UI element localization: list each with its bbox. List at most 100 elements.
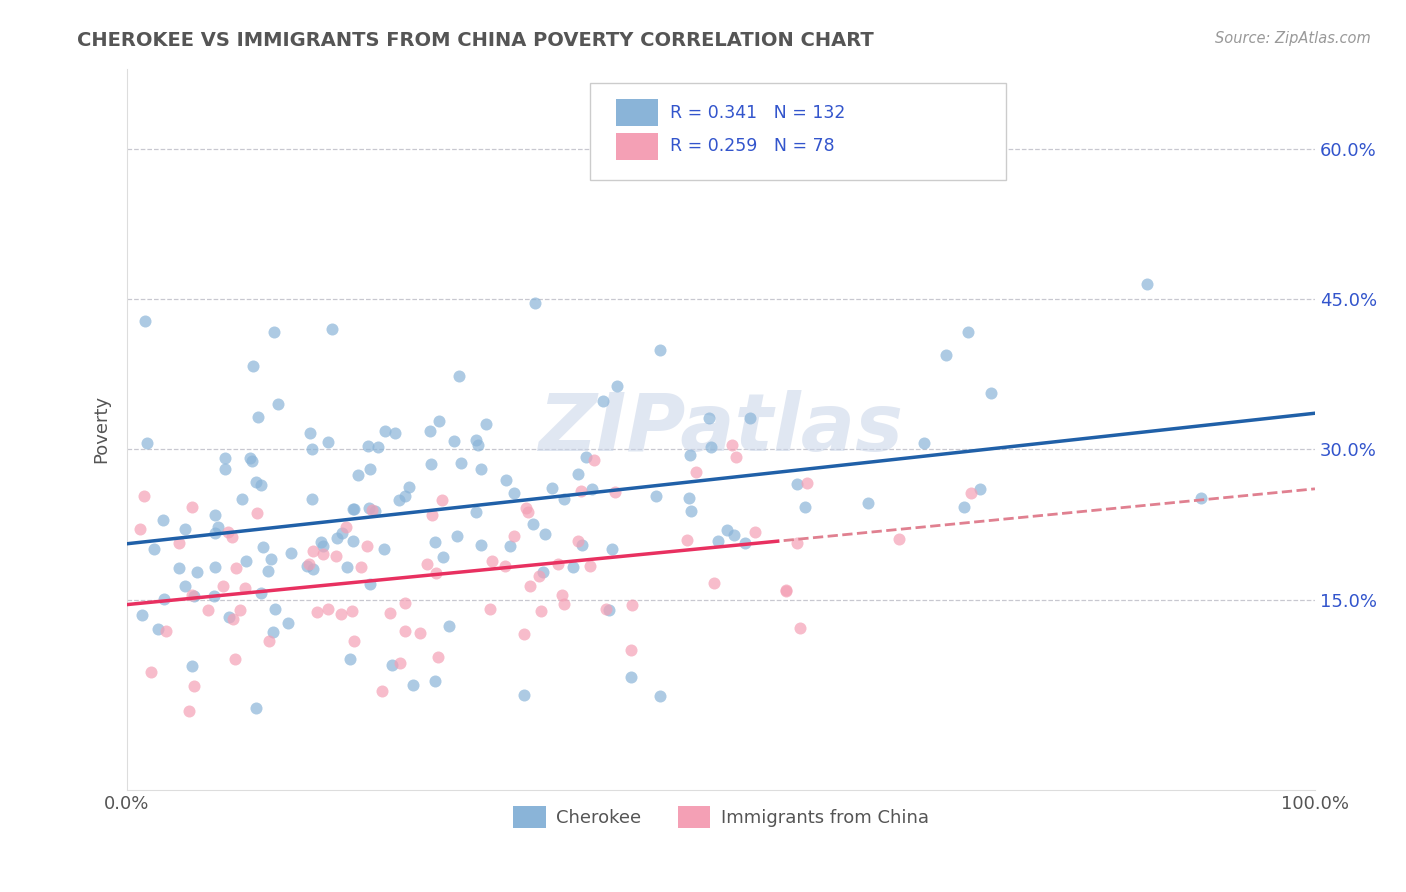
Point bbox=[620, 670, 643, 684]
Point bbox=[422, 508, 444, 523]
Point bbox=[551, 589, 574, 603]
Point bbox=[734, 536, 756, 550]
Text: CHEROKEE VS IMMIGRANTS FROM CHINA POVERTY CORRELATION CHART: CHEROKEE VS IMMIGRANTS FROM CHINA POVERT… bbox=[77, 31, 875, 50]
Point bbox=[567, 467, 589, 481]
Point bbox=[141, 665, 163, 680]
Point bbox=[425, 566, 447, 580]
Point bbox=[252, 541, 274, 555]
Point bbox=[129, 523, 152, 537]
Point bbox=[359, 461, 381, 475]
Point bbox=[606, 378, 628, 392]
Point bbox=[531, 565, 554, 579]
Point bbox=[357, 501, 380, 516]
Point bbox=[475, 417, 498, 431]
Point bbox=[207, 520, 229, 534]
Point bbox=[224, 651, 246, 665]
Point bbox=[495, 473, 517, 487]
Point bbox=[582, 453, 605, 467]
Point bbox=[561, 560, 583, 574]
Point bbox=[231, 491, 253, 506]
Point bbox=[420, 457, 443, 471]
Point bbox=[359, 577, 381, 591]
Point bbox=[387, 493, 409, 508]
Point bbox=[437, 619, 460, 633]
Point bbox=[796, 475, 818, 490]
Point bbox=[153, 591, 176, 606]
Point bbox=[329, 607, 352, 621]
Point bbox=[183, 679, 205, 693]
Legend: Cherokee, Immigrants from China: Cherokee, Immigrants from China bbox=[506, 798, 936, 835]
Point bbox=[180, 588, 202, 602]
Point bbox=[309, 535, 332, 549]
Point bbox=[131, 607, 153, 622]
Point bbox=[775, 584, 797, 599]
Point bbox=[381, 657, 404, 672]
Point bbox=[571, 538, 593, 552]
Point bbox=[443, 434, 465, 449]
Point bbox=[321, 322, 343, 336]
Point bbox=[256, 564, 278, 578]
Point bbox=[245, 700, 267, 714]
Point bbox=[1189, 491, 1212, 505]
Text: ZIPatlas: ZIPatlas bbox=[538, 390, 904, 468]
Point bbox=[363, 504, 385, 518]
Point bbox=[409, 626, 432, 640]
Point bbox=[980, 385, 1002, 400]
Bar bbox=[616, 133, 658, 161]
Point bbox=[356, 539, 378, 553]
Point bbox=[912, 435, 935, 450]
Point bbox=[423, 674, 446, 689]
Point bbox=[249, 478, 271, 492]
Point bbox=[316, 435, 339, 450]
Point bbox=[467, 438, 489, 452]
Point bbox=[579, 558, 602, 573]
Point bbox=[425, 535, 447, 549]
Point bbox=[301, 442, 323, 456]
Point bbox=[204, 508, 226, 523]
Point bbox=[267, 397, 290, 411]
Point bbox=[134, 313, 156, 327]
Point bbox=[301, 492, 323, 507]
Point bbox=[298, 558, 321, 572]
Point bbox=[204, 560, 226, 574]
Point bbox=[685, 465, 707, 479]
Point bbox=[394, 489, 416, 503]
Bar bbox=[616, 99, 658, 127]
Point bbox=[529, 604, 551, 618]
Point bbox=[167, 535, 190, 549]
Point bbox=[494, 558, 516, 573]
Point bbox=[174, 579, 197, 593]
Point bbox=[644, 489, 666, 503]
Point bbox=[522, 517, 544, 532]
Point bbox=[277, 616, 299, 631]
Point bbox=[330, 525, 353, 540]
Point bbox=[222, 612, 245, 626]
Point bbox=[280, 545, 302, 559]
Point bbox=[343, 634, 366, 648]
Point bbox=[240, 454, 263, 468]
Point bbox=[432, 493, 454, 508]
Point bbox=[143, 542, 166, 557]
Point bbox=[262, 624, 284, 639]
Point bbox=[513, 688, 536, 702]
Point bbox=[263, 325, 285, 339]
Point bbox=[703, 575, 725, 590]
Point bbox=[600, 542, 623, 557]
Point bbox=[259, 634, 281, 648]
Point bbox=[567, 533, 589, 548]
Point bbox=[367, 440, 389, 454]
Text: Source: ZipAtlas.com: Source: ZipAtlas.com bbox=[1215, 31, 1371, 46]
Point bbox=[678, 491, 700, 506]
Point bbox=[146, 622, 169, 636]
Point bbox=[515, 501, 537, 516]
Point bbox=[553, 597, 575, 611]
Point bbox=[524, 295, 547, 310]
Point bbox=[181, 500, 204, 515]
Point bbox=[889, 532, 911, 546]
Point bbox=[167, 561, 190, 575]
Point bbox=[470, 538, 492, 552]
Point bbox=[325, 549, 347, 563]
Y-axis label: Poverty: Poverty bbox=[93, 395, 110, 463]
Point bbox=[235, 554, 257, 568]
Point bbox=[339, 651, 361, 665]
